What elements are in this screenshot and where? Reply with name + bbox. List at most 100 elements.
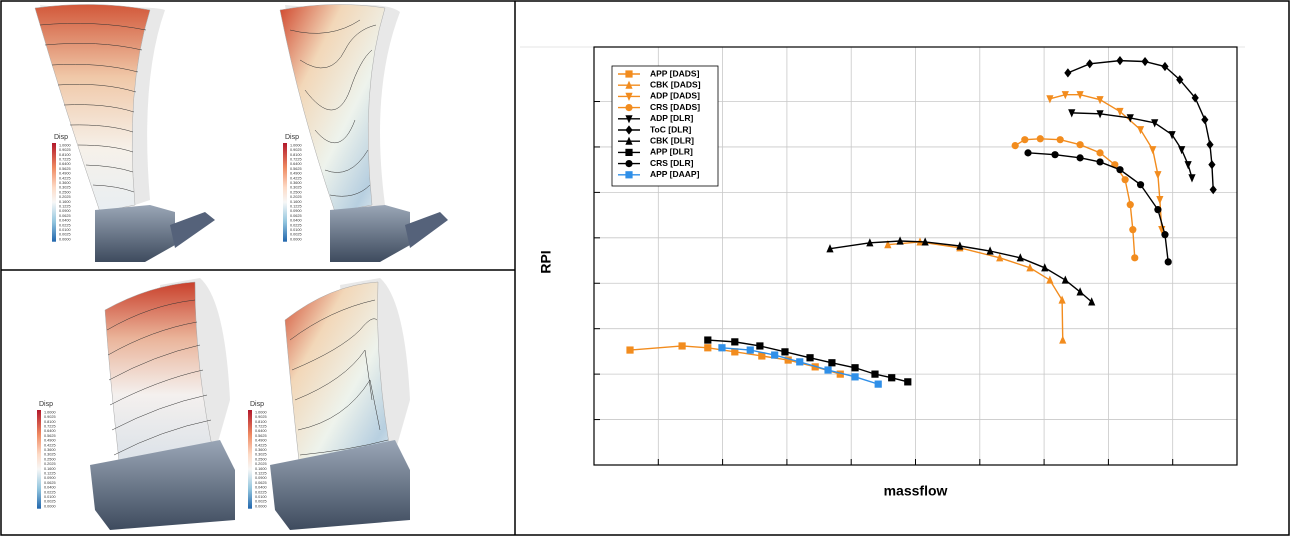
marker bbox=[874, 380, 882, 388]
colorbar-label: 0.0625 bbox=[290, 214, 302, 218]
colorbar-label: 0.1225 bbox=[290, 204, 302, 208]
colorbar-label: 0.0900 bbox=[59, 209, 71, 213]
colorbar-label: 0.0100 bbox=[59, 228, 71, 232]
marker bbox=[1176, 75, 1184, 85]
colorbar-label: 0.0400 bbox=[290, 219, 302, 223]
marker bbox=[1151, 119, 1159, 128]
marker bbox=[1161, 61, 1169, 72]
colorbar-label: 0.4225 bbox=[59, 176, 71, 180]
colorbar-label: 0.5625 bbox=[44, 434, 56, 438]
colorbar-label: 0.9025 bbox=[290, 148, 302, 152]
colorbar-label: 0.0100 bbox=[44, 495, 56, 499]
legend-marker bbox=[625, 125, 633, 135]
marker bbox=[1076, 141, 1084, 149]
colorbar-label: 0.4900 bbox=[59, 172, 71, 176]
marker bbox=[888, 374, 896, 382]
marker bbox=[1096, 110, 1104, 119]
marker bbox=[1206, 140, 1214, 150]
marker bbox=[746, 346, 754, 354]
marker bbox=[884, 240, 892, 249]
marker bbox=[1086, 59, 1094, 69]
colorbar-label: 0.1225 bbox=[44, 471, 56, 475]
marker bbox=[1096, 96, 1104, 105]
colorbar-label: 0.8100 bbox=[44, 420, 56, 424]
marker bbox=[1046, 275, 1054, 284]
legend-label: APP [DADS] bbox=[650, 68, 700, 78]
marker bbox=[1184, 161, 1192, 170]
colorbar-label: 0.0025 bbox=[59, 233, 71, 237]
colorbar bbox=[37, 410, 41, 509]
marker bbox=[1161, 231, 1169, 239]
colorbar-label: 0.4225 bbox=[290, 176, 302, 180]
colorbar-label: 0.0400 bbox=[255, 486, 267, 490]
colorbar-label: 0.2500 bbox=[59, 190, 71, 194]
marker bbox=[828, 359, 836, 367]
colorbar-label: 0.5625 bbox=[59, 167, 71, 171]
marker bbox=[1164, 258, 1172, 266]
colorbar-label: 0.2025 bbox=[44, 462, 56, 466]
marker bbox=[851, 364, 859, 372]
marker bbox=[1208, 160, 1216, 170]
marker bbox=[781, 348, 789, 356]
marker bbox=[986, 246, 994, 255]
colorbar-label: 0.6400 bbox=[59, 162, 71, 166]
marker bbox=[796, 358, 804, 366]
legend-label: ToC [DLR] bbox=[650, 124, 692, 134]
series-line bbox=[1027, 152, 1169, 262]
legend-label: ADP [DLR] bbox=[650, 113, 693, 123]
colorbar-label: 0.6400 bbox=[290, 162, 302, 166]
colorbar-label: 0.2500 bbox=[44, 457, 56, 461]
marker bbox=[1024, 149, 1032, 157]
marker bbox=[1096, 149, 1104, 157]
legend-label: APP [DAAP] bbox=[650, 169, 700, 179]
marker bbox=[1136, 126, 1145, 135]
marker bbox=[996, 253, 1004, 262]
colorbar-label: 0.3600 bbox=[290, 181, 302, 185]
colorbar-label: 0.3025 bbox=[255, 453, 267, 457]
legend-marker bbox=[625, 171, 633, 179]
colorbar-label: 0.0400 bbox=[59, 219, 71, 223]
colorbar-label: 0.1225 bbox=[59, 204, 71, 208]
marker bbox=[904, 378, 912, 386]
marker bbox=[1149, 146, 1157, 155]
marker bbox=[1131, 254, 1139, 262]
colorbar-label: 0.2500 bbox=[290, 190, 302, 194]
colorbar-label: 0.8100 bbox=[59, 153, 71, 157]
marker bbox=[1209, 185, 1217, 195]
marker bbox=[704, 344, 712, 352]
colorbar-label: 0.9025 bbox=[44, 415, 56, 419]
marker bbox=[1168, 131, 1176, 140]
colorbar-label: 0.0900 bbox=[255, 476, 267, 480]
colorbar-label: 0.8100 bbox=[255, 420, 267, 424]
marker bbox=[1154, 206, 1162, 214]
marker bbox=[678, 342, 686, 350]
colorbar-label: 1.0000 bbox=[290, 143, 302, 147]
marker bbox=[718, 344, 726, 352]
marker bbox=[1046, 95, 1054, 104]
colorbar-label: 0.0025 bbox=[44, 500, 56, 504]
colorbar-label: 0.4900 bbox=[44, 439, 56, 443]
marker bbox=[1088, 297, 1096, 306]
marker bbox=[1126, 114, 1134, 123]
marker bbox=[1156, 196, 1164, 205]
colorbar-title: Disp bbox=[285, 134, 299, 141]
colorbar-label: 0.3600 bbox=[59, 181, 71, 185]
blade-images bbox=[34, 4, 448, 530]
marker bbox=[806, 354, 814, 362]
marker bbox=[784, 356, 792, 364]
marker bbox=[1096, 158, 1104, 166]
marker bbox=[731, 348, 739, 356]
marker bbox=[1036, 135, 1044, 143]
marker bbox=[1141, 56, 1149, 67]
colorbar-label: 0.9025 bbox=[255, 415, 267, 419]
colorbar-label: 0.0025 bbox=[255, 500, 267, 504]
legend-marker bbox=[625, 104, 633, 112]
marker bbox=[866, 238, 874, 247]
chart: massflow RPI APP [DADS]CBK [DADS] ADP [DADS… bbox=[520, 46, 1245, 499]
series-line bbox=[887, 241, 1064, 341]
marker bbox=[1061, 275, 1069, 284]
marker bbox=[896, 236, 904, 245]
colorbar-label: 0.3600 bbox=[255, 448, 267, 452]
marker bbox=[836, 370, 844, 378]
y-axis-label: RPI bbox=[538, 250, 554, 273]
